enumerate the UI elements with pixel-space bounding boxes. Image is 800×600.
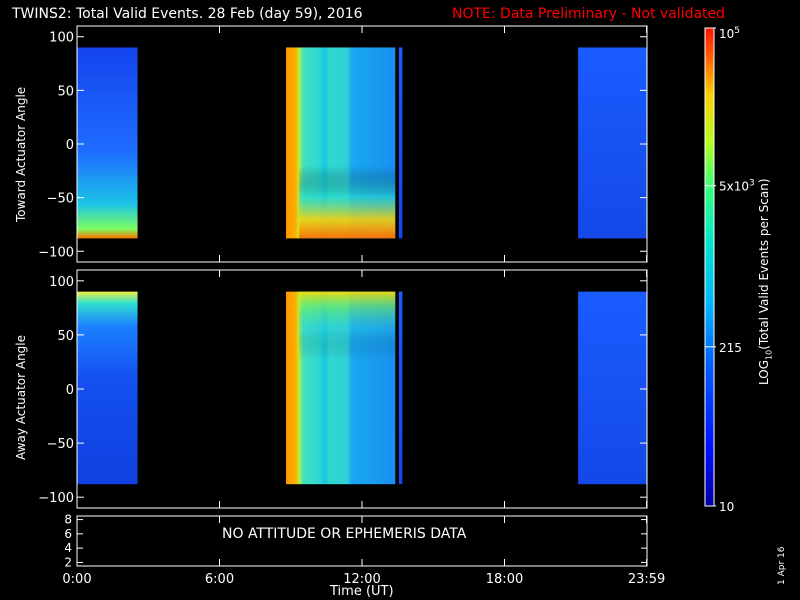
panel3-ytick-label: 6 xyxy=(64,527,72,541)
panel1-ytick-label: 50 xyxy=(57,84,74,99)
colorbar-label: LOG10(Total Valid Events per Scan) xyxy=(757,178,774,385)
x-tick-label: 23:59 xyxy=(628,572,665,587)
no-data-message: NO ATTITUDE OR EPHEMERIS DATA xyxy=(222,526,467,542)
colorbar-tick-label: 105 xyxy=(719,26,740,41)
panel2-segment-2-overlay xyxy=(299,291,396,485)
x-tick-label: 6:00 xyxy=(205,572,234,587)
panel1-ytick-label: 100 xyxy=(49,31,74,46)
panel2-ytick-label: 0 xyxy=(66,383,74,398)
bottom-panel-ylabel: Away Actuator Angle xyxy=(14,334,28,460)
panel2-ytick-label: 100 xyxy=(49,275,74,290)
panel2-segment-1 xyxy=(77,291,138,485)
chart-title: TWINS2: Total Valid Events. 28 Feb (day … xyxy=(12,6,363,22)
panel1-ytick-label: 0 xyxy=(66,138,74,153)
colorbar-tick-label: 215 xyxy=(719,341,742,355)
colorbar-tick-label: 5x103 xyxy=(719,179,755,194)
colorbar-tick-label: 10 xyxy=(719,500,734,514)
x-axis-label: Time (UT) xyxy=(330,584,394,599)
x-tick-label: 18:00 xyxy=(486,572,523,587)
panel1-segment-4 xyxy=(578,47,647,239)
panel2-segment-3 xyxy=(398,291,403,485)
panel1-ytick-label: −100 xyxy=(38,245,74,260)
colorbar xyxy=(704,27,715,507)
panel1-segment-2-overlay xyxy=(299,47,396,239)
panel1-ytick-label: −50 xyxy=(47,192,74,207)
panel1-segment-3 xyxy=(398,47,403,239)
panel3-ytick-label: 8 xyxy=(64,513,72,527)
panel1-segment-1 xyxy=(77,47,138,239)
top-panel-ylabel: Toward Actuator Angle xyxy=(14,86,28,222)
panel3-ytick-label: 2 xyxy=(64,555,72,569)
panel2-segment-4 xyxy=(578,291,647,485)
panel2-ytick-label: −100 xyxy=(38,491,74,506)
panel2-ytick-label: 50 xyxy=(57,329,74,344)
x-tick-label: 12:00 xyxy=(343,572,380,587)
preliminary-note: NOTE: Data Preliminary - Not validated xyxy=(452,6,726,22)
panel3-ytick-label: 4 xyxy=(64,541,72,555)
panel2-ytick-label: −50 xyxy=(47,437,74,452)
date-stamp: 1 Apr 16 xyxy=(777,546,787,585)
x-tick-label: 0:00 xyxy=(62,572,91,587)
